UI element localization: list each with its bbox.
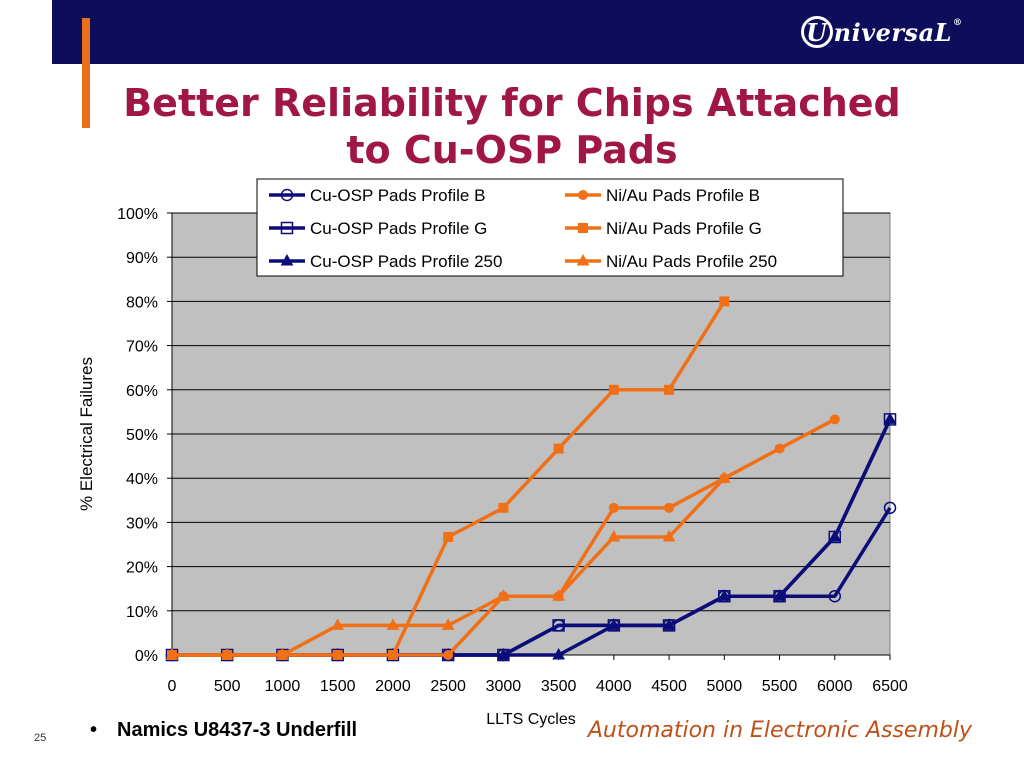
legend: Cu-OSP Pads Profile B Ni/Au Pads Profile … [256, 178, 844, 277]
y-tick-label: 50% [126, 427, 158, 444]
bullet-dot: • [90, 719, 98, 741]
y-axis-label: % Electrical Failures [77, 357, 96, 511]
y-tick-label: 80% [126, 294, 158, 311]
marker-triangle [497, 647, 510, 660]
legend-label: Ni/Au Pads Profile B [606, 186, 760, 205]
x-tick-label: 0 [168, 678, 177, 695]
marker-circle [664, 502, 675, 513]
marker-square [552, 619, 565, 632]
legend-label: Ni/Au Pads Profile G [606, 219, 762, 238]
marker-circle [883, 501, 897, 515]
x-tick-label: 5500 [762, 678, 798, 695]
y-tick-label: 10% [126, 604, 158, 621]
series-5 [165, 471, 731, 660]
legend-item: Ni/Au Pads Profile B [565, 186, 760, 205]
marker-square [664, 384, 675, 395]
x-tick-label: 1500 [320, 678, 356, 695]
marker-triangle [220, 647, 234, 660]
y-tick-label: 90% [126, 250, 158, 267]
marker-triangle [280, 253, 294, 266]
y-tick-label: 0% [135, 648, 158, 665]
marker-square [553, 443, 564, 454]
logo-registered-mark: ® [953, 18, 962, 28]
legend-label: Cu-OSP Pads Profile G [310, 219, 487, 238]
x-tick-label: 3000 [486, 678, 522, 695]
legend-item: Cu-OSP Pads Profile G [269, 219, 487, 238]
marker-circle [443, 650, 454, 660]
marker-triangle [331, 618, 345, 630]
marker-triangle [165, 647, 179, 660]
logo-text: niversaL [833, 17, 952, 47]
marker-square [578, 223, 588, 233]
marker-circle [829, 414, 840, 425]
marker-square [387, 650, 398, 660]
legend-label: Ni/Au Pads Profile 250 [606, 252, 777, 271]
marker-triangle [717, 471, 731, 483]
x-tick-label: 2000 [375, 678, 411, 695]
marker-square [608, 384, 619, 395]
marker-square [498, 502, 509, 513]
x-tick-label: 6500 [872, 678, 908, 695]
header-band [52, 0, 1024, 64]
marker-circle [578, 190, 588, 200]
x-tick-label: 4000 [596, 678, 632, 695]
marker-circle [828, 589, 842, 603]
marker-triangle [883, 412, 897, 424]
marker-triangle [386, 618, 400, 630]
logo-u-letter: U [806, 17, 828, 47]
slide-title: Better Reliability for Chips Attached to… [123, 81, 901, 172]
legend-label: Cu-OSP Pads Profile B [310, 186, 485, 205]
legend-item: Cu-OSP Pads Profile B [269, 186, 485, 205]
marker-square [332, 650, 343, 660]
marker-triangle [607, 529, 621, 542]
marker-square [443, 531, 454, 542]
marker-circle [774, 443, 785, 454]
y-tick-label: 100% [117, 206, 158, 223]
legend-item: Ni/Au Pads Profile G [565, 219, 762, 238]
accent-bar [82, 18, 90, 128]
marker-triangle [276, 647, 289, 660]
y-tick-label: 70% [126, 339, 158, 356]
marker-triangle [662, 618, 676, 630]
x-tick-label: 3500 [541, 678, 577, 695]
marker-triangle [662, 529, 676, 542]
marker-triangle [717, 589, 731, 601]
legend-item: Ni/Au Pads Profile 250 [565, 252, 777, 271]
bullet-text: Namics U8437-3 Underfill [117, 719, 358, 741]
universal-logo: U niversaL ® [800, 12, 962, 52]
marker-square [719, 296, 730, 307]
x-tick-label: 2500 [430, 678, 466, 695]
marker-triangle [441, 618, 455, 630]
legend-box [256, 178, 844, 277]
x-axis-label: LLTS Cycles [486, 711, 576, 728]
y-tick-label: 40% [126, 471, 158, 488]
x-tick-label: 6000 [817, 678, 853, 695]
x-tick-label: 500 [214, 678, 241, 695]
tagline: Automation in Electronic Assembly [587, 718, 972, 743]
slide-number: 25 [34, 732, 47, 744]
x-tick-label: 5000 [707, 678, 743, 695]
legend-label: Cu-OSP Pads Profile 250 [310, 252, 502, 271]
logo-u-ring: U [800, 16, 833, 48]
marker-triangle [576, 253, 590, 266]
marker-triangle [552, 647, 565, 660]
marker-triangle [607, 618, 621, 630]
legend-item: Cu-OSP Pads Profile 250 [269, 252, 502, 271]
bullet-item: • Namics U8437-3 Underfill [90, 719, 357, 742]
marker-triangle [828, 529, 842, 542]
marker-square [280, 221, 294, 235]
x-tick-label: 1000 [265, 678, 301, 695]
marker-triangle [773, 589, 786, 601]
marker-triangle [497, 589, 510, 601]
marker-triangle [552, 589, 565, 601]
x-tick-label: 4500 [651, 678, 687, 695]
y-tick-label: 20% [126, 560, 158, 577]
marker-circle [608, 502, 619, 513]
y-tick-label: 60% [126, 383, 158, 400]
y-tick-label: 30% [126, 515, 158, 532]
marker-circle [280, 188, 294, 202]
